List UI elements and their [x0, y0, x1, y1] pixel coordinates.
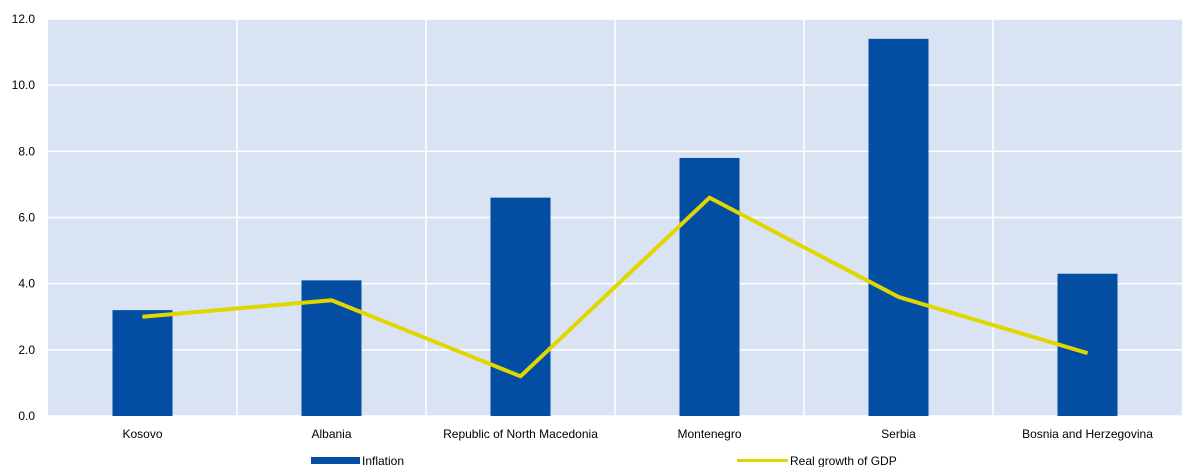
- x-tick-label: Serbia: [881, 427, 916, 441]
- y-tick-label: 6.0: [18, 211, 35, 225]
- point-gdp: [520, 375, 521, 377]
- bar-inflation: [112, 310, 173, 416]
- legend: Inflation Real growth of GDP: [311, 454, 897, 467]
- y-tick-label: 8.0: [18, 144, 35, 158]
- x-tick-label: Kosovo: [122, 427, 162, 441]
- y-tick-label: 2.0: [18, 343, 35, 357]
- bar-inflation: [1057, 273, 1118, 416]
- bar-inflation: [679, 157, 740, 416]
- y-axis: 0.0 2.0 4.0 6.0 8.0 10.0 12.0: [12, 12, 36, 423]
- y-tick-label: 0.0: [18, 409, 35, 423]
- point-gdp: [142, 316, 143, 318]
- point-gdp: [898, 296, 899, 298]
- x-tick-label: Albania: [311, 427, 351, 441]
- x-tick-label: Republic of North Macedonia: [443, 427, 598, 441]
- gridlines: [48, 18, 1182, 417]
- point-gdp: [1087, 352, 1088, 354]
- legend-swatch-inflation: [311, 457, 360, 464]
- y-tick-label: 4.0: [18, 277, 35, 291]
- gdp-line-series: [142, 195, 1089, 379]
- legend-label-gdp: Real growth of GDP: [790, 454, 897, 467]
- bar-inflation: [868, 38, 929, 416]
- legend-label-inflation: Inflation: [362, 454, 404, 467]
- y-tick-label: 10.0: [12, 78, 36, 92]
- inflation-bars: [112, 38, 1118, 416]
- bar-inflation: [490, 197, 551, 416]
- x-tick-label: Bosnia and Herzegovina: [1022, 427, 1153, 441]
- point-gdp: [709, 197, 710, 199]
- x-tick-label: Montenegro: [677, 427, 741, 441]
- x-axis: Kosovo Albania Republic of North Macedonia…: [122, 427, 1153, 441]
- legend-swatch-gdp: [737, 459, 788, 462]
- y-tick-label: 12.0: [12, 12, 36, 26]
- line-gdp: [142, 195, 1089, 379]
- point-gdp: [331, 299, 332, 301]
